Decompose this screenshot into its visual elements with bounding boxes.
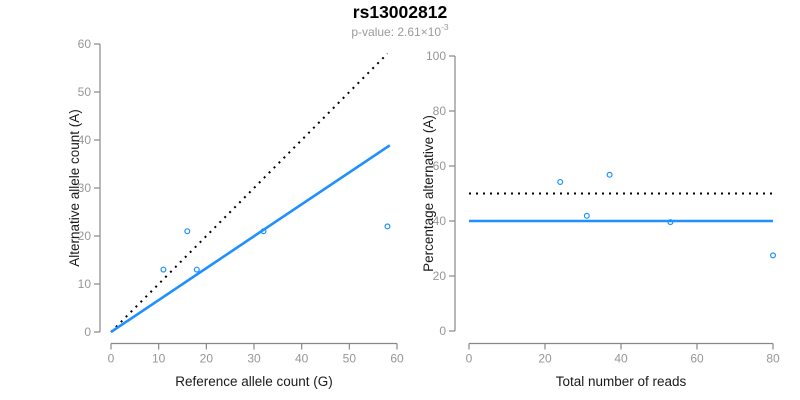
data-point [160,266,167,273]
x-tick-label: 40 [614,352,628,366]
x-tick-label: 50 [343,352,357,366]
x-tick-label: 30 [247,352,261,366]
y-tick-label: 40 [433,214,447,228]
x-tick-label: 60 [390,352,404,366]
y-tick-label: 0 [84,325,91,339]
fit-line [110,144,391,334]
y-tick-label: 0 [439,324,446,338]
x-tick-label: 10 [152,352,166,366]
pvalue-text: p-value: 2.61×10 [351,25,442,39]
y-tick-label: 30 [78,181,92,195]
y-tick-label: 10 [78,277,92,291]
y-tick-label: 20 [433,269,447,283]
y-tick-label: 20 [78,229,92,243]
y-tick-label: 60 [433,159,447,173]
data-point [384,223,391,230]
data-point [667,219,674,226]
figure-header: rs13002812 p-value: 2.61×10-3 [0,0,800,39]
data-point [193,266,200,273]
data-point [583,212,590,219]
y-tick-label: 80 [433,104,447,118]
identity-line [110,52,389,333]
data-point [606,171,613,178]
x-tick-label: 0 [108,352,115,366]
x-axis-title: Total number of reads [556,374,687,389]
pvalue-exponent: -3 [441,22,449,32]
x-axis-title: Reference allele count (G) [175,374,333,389]
x-tick-label: 0 [466,352,473,366]
data-point [769,252,776,259]
y-axis-title: Percentage alternative (A) [421,115,436,272]
x-tick-label: 40 [295,352,309,366]
data-point [557,178,564,185]
x-tick-label: 80 [766,352,780,366]
data-point [260,228,267,235]
data-point [184,228,191,235]
y-tick-label: 100 [426,49,446,63]
figure-subtitle: p-value: 2.61×10-3 [0,22,800,39]
x-tick-label: 20 [200,352,214,366]
x-tick-label: 60 [690,352,704,366]
y-tick-label: 50 [78,85,92,99]
y-tick-label: 60 [78,37,92,51]
figure-title: rs13002812 [352,2,448,22]
y-axis-title: Alternative allele count (A) [67,109,82,267]
x-tick-label: 20 [538,352,552,366]
y-tick-label: 40 [78,133,92,147]
